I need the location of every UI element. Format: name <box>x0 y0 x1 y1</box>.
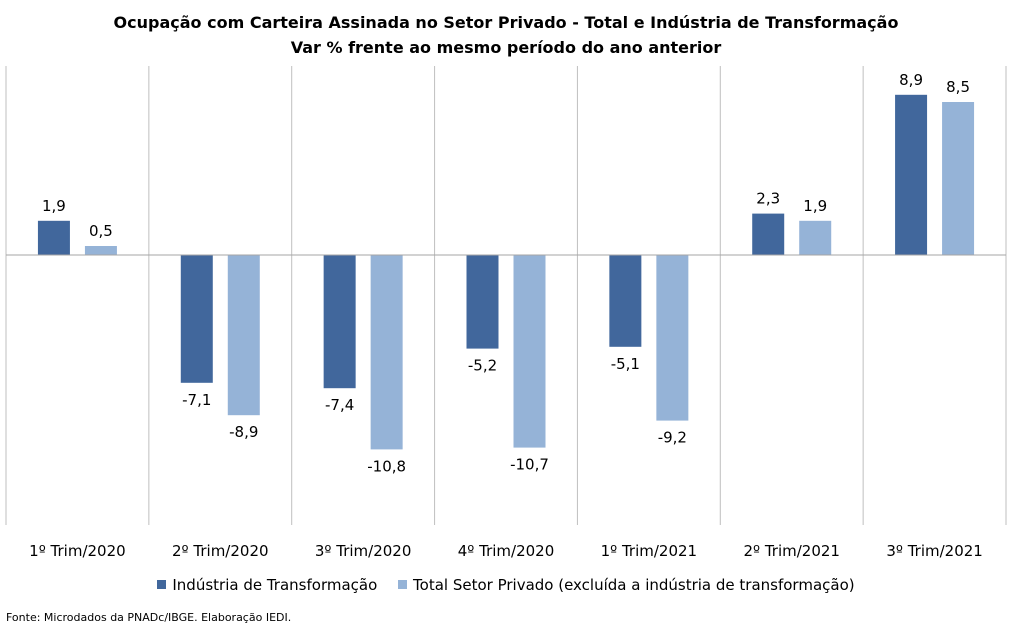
legend-swatch-industria <box>157 580 167 589</box>
bar-series0 <box>323 255 356 389</box>
legend-item-industria: Indústria de Transformação <box>157 576 377 594</box>
bar-series1 <box>799 220 832 255</box>
data-label: -5,1 <box>611 355 640 373</box>
bar-chart: 1,9 -7,1 -7,4 -5,2 -5,1 2,3 8,9 0,5 -8,9 -10,8 -10… <box>5 66 1007 560</box>
bar-series0 <box>466 255 499 349</box>
bar-series1 <box>513 255 546 448</box>
x-tick-label: 4º Trim/2020 <box>458 542 555 560</box>
bar-series0 <box>752 213 785 255</box>
bar-series1 <box>656 255 689 421</box>
chart-title-block: Ocupação com Carteira Assinada no Setor … <box>0 10 1012 60</box>
bar-series0 <box>895 94 928 255</box>
bar-series0 <box>609 255 642 347</box>
x-tick-label: 1º Trim/2021 <box>601 542 698 560</box>
bar-series1 <box>84 246 117 255</box>
data-label: -8,9 <box>229 423 258 441</box>
data-label: -7,4 <box>325 396 354 414</box>
data-label: 8,5 <box>946 78 970 96</box>
bar-series0 <box>180 255 213 383</box>
chart-subtitle: Var % frente ao mesmo período do ano ant… <box>290 38 722 57</box>
legend-label-total: Total Setor Privado (excluída a indústri… <box>413 576 855 594</box>
x-tick-label: 3º Trim/2021 <box>886 542 983 560</box>
x-tick-label: 3º Trim/2020 <box>315 542 412 560</box>
x-tick-label: 2º Trim/2020 <box>172 542 269 560</box>
data-label: 0,5 <box>89 222 113 240</box>
legend-swatch-total <box>398 580 408 589</box>
data-label: -10,7 <box>510 456 549 474</box>
bar-series1 <box>370 255 403 450</box>
data-label: 1,9 <box>42 197 66 215</box>
x-tick-label: 2º Trim/2021 <box>743 542 840 560</box>
legend-item-total: Total Setor Privado (excluída a indústri… <box>398 576 855 594</box>
data-label: 8,9 <box>899 71 923 89</box>
data-label: -5,2 <box>468 357 497 375</box>
bar-series0 <box>37 220 70 255</box>
bar-series1 <box>227 255 260 416</box>
data-label: 2,3 <box>756 190 780 208</box>
source-note: Fonte: Microdados da PNADc/IBGE. Elabora… <box>6 611 292 624</box>
data-label: 1,9 <box>803 197 827 215</box>
bar-series1 <box>942 102 975 255</box>
chart-title: Ocupação com Carteira Assinada no Setor … <box>113 13 899 32</box>
legend-label-industria: Indústria de Transformação <box>172 576 378 594</box>
x-tick-label: 1º Trim/2020 <box>29 542 126 560</box>
data-label: -9,2 <box>658 429 687 447</box>
legend: Indústria de Transformação Total Setor P… <box>0 576 1012 594</box>
data-label: -10,8 <box>367 457 406 475</box>
data-label: -7,1 <box>182 391 211 409</box>
